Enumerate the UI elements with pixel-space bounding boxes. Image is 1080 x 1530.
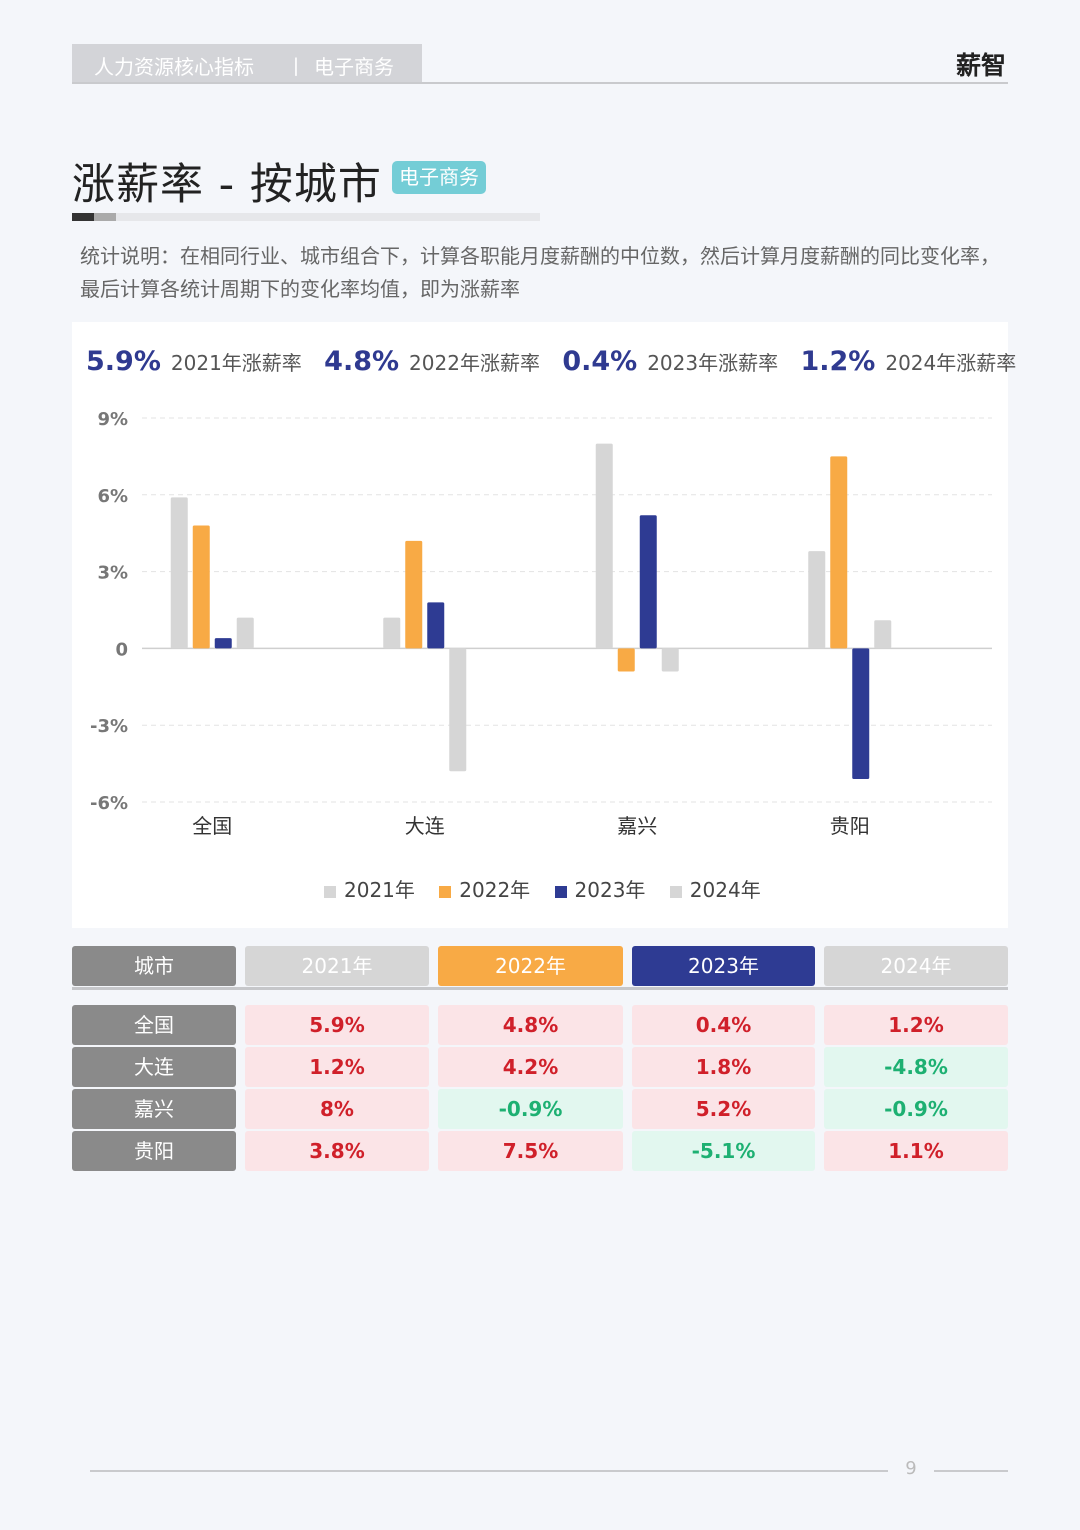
bar-2024年-大连: [449, 648, 467, 772]
bar-2022年-嘉兴: [617, 648, 635, 672]
summary-value-2021: 5.9%: [86, 346, 161, 377]
page-number: 9: [905, 1458, 917, 1479]
summary-label-2024: 2024年涨薪率: [885, 351, 1017, 375]
header-section: 人力资源核心指标: [94, 55, 254, 79]
industry-tag: 电子商务: [392, 161, 486, 194]
table-cell: 1.2%: [245, 1047, 429, 1087]
x-tick-label: 全国: [192, 814, 232, 838]
legend-label-2021: 2021年: [344, 878, 415, 902]
chart-card: 5.9% 2021年涨薪率 4.8% 2022年涨薪率 0.4% 2023年涨薪率 1…: [72, 322, 1016, 928]
header-industry: 电子商务: [314, 55, 394, 79]
summary-row: 5.9% 2021年涨薪率 4.8% 2022年涨薪率 0.4% 2023年涨薪率 1…: [86, 346, 1032, 377]
row-label-贵阳: 贵阳: [72, 1131, 236, 1171]
header-rule: [72, 82, 1008, 84]
table-cell: -4.8%: [824, 1047, 1008, 1087]
legend-swatch-2021: [324, 885, 336, 898]
footer-rule-left: [90, 1470, 888, 1472]
chart-legend: 2021年 2022年 2023年 2024年: [324, 874, 779, 903]
table-header-2022: 2022年: [438, 946, 623, 986]
y-tick-label: 6%: [97, 486, 128, 507]
table-header-2023: 2023年: [632, 946, 815, 986]
table-cell: 1.8%: [632, 1047, 815, 1087]
bar-2024年-嘉兴: [661, 648, 679, 672]
table-header-city: 城市: [72, 946, 236, 986]
table-cell: -0.9%: [824, 1089, 1008, 1129]
legend-item-2021: 2021年: [324, 874, 415, 903]
bar-2023年-贵阳: [852, 648, 870, 779]
summary-label-2021: 2021年涨薪率: [170, 351, 302, 375]
table-cell: -5.1%: [632, 1131, 815, 1171]
bar-chart: 9% 6% 3% 0 -3% -6% 全国 大连 嘉兴 贵阳: [90, 409, 992, 838]
summary-value-2024: 1.2%: [800, 346, 876, 377]
row-label-大连: 大连: [72, 1047, 236, 1087]
y-tick-label: -6%: [90, 793, 128, 814]
table-cell: 4.8%: [438, 1005, 623, 1045]
table-cell: 5.9%: [245, 1005, 429, 1045]
legend-swatch-2023: [554, 885, 567, 898]
summary-label-2022: 2022年涨薪率: [409, 351, 540, 375]
y-tick-label: 3%: [97, 563, 128, 584]
bar-2022年-全国: [192, 525, 210, 649]
bar-2024年-全国: [236, 617, 254, 649]
x-tick-label: 贵阳: [830, 814, 870, 838]
bar-2021年-贵阳: [808, 551, 826, 649]
legend-item-2023: 2023年: [554, 874, 646, 903]
y-tick-label: 0: [115, 639, 128, 660]
bar-2022年-贵阳: [830, 456, 848, 649]
legend-label-2024: 2024年: [689, 878, 761, 902]
brand-logo: 薪智: [955, 51, 1006, 80]
summary-value-2023: 0.4%: [562, 346, 638, 377]
bar-2021年-全国: [170, 497, 188, 649]
legend-label-2023: 2023年: [574, 878, 646, 902]
legend-item-2024: 2024年: [669, 874, 761, 903]
table-header-2021: 2021年: [245, 946, 429, 986]
footer-rule-right: [934, 1470, 1008, 1472]
table-header-rule: [72, 987, 1008, 990]
bar-2022年-大连: [405, 540, 423, 649]
row-label-嘉兴: 嘉兴: [72, 1089, 236, 1129]
table-cell: 7.5%: [438, 1131, 623, 1171]
table-cell: 0.4%: [632, 1005, 815, 1045]
table-cell: 5.2%: [632, 1089, 815, 1129]
summary-label-2023: 2023年涨薪率: [647, 351, 779, 375]
x-tick-label: 嘉兴: [617, 814, 657, 838]
description: 统计说明：在相同行业、城市组合下，计算各职能月度薪酬的中位数，然后计算月度薪酬的…: [80, 244, 1000, 301]
y-tick-label: -3%: [90, 716, 128, 737]
table-cell: 8%: [245, 1089, 429, 1129]
bar-2021年-大连: [383, 617, 401, 649]
table-cell: -0.9%: [438, 1089, 623, 1129]
legend-item-2022: 2022年: [439, 874, 530, 903]
page-title: 涨薪率 - 按城市: [72, 160, 382, 210]
row-label-全国: 全国: [72, 1005, 236, 1045]
title-underline: [72, 213, 540, 221]
table-cell: 3.8%: [245, 1131, 429, 1171]
table-cell: 4.2%: [438, 1047, 623, 1087]
legend-label-2022: 2022年: [459, 878, 531, 902]
table-cell: 1.1%: [824, 1131, 1008, 1171]
header-divider: 丨: [286, 55, 306, 79]
table-header-2024: 2024年: [824, 946, 1008, 986]
bar-2021年-嘉兴: [595, 443, 613, 649]
table-cell: 1.2%: [824, 1005, 1008, 1045]
bar-2023年-大连: [427, 602, 445, 649]
legend-swatch-2024: [669, 885, 682, 898]
bar-2023年-嘉兴: [639, 515, 657, 649]
bar-2024年-贵阳: [874, 620, 892, 649]
y-tick-label: 9%: [97, 409, 128, 430]
x-tick-label: 大连: [405, 814, 445, 838]
header-bar: 人力资源核心指标 丨 电子商务: [72, 44, 422, 82]
summary-value-2022: 4.8%: [324, 346, 400, 377]
legend-swatch-2022: [439, 885, 452, 898]
bar-2023年-全国: [214, 638, 232, 649]
